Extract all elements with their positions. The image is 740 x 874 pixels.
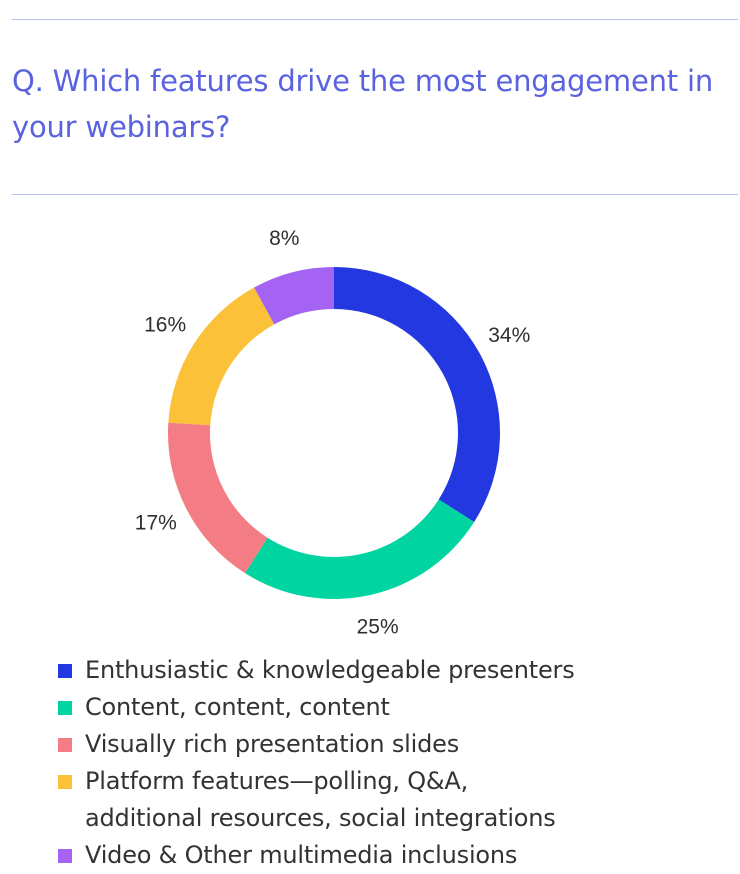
- legend-item-presenters: Enthusiastic & knowledgeable presenters: [58, 652, 718, 689]
- legend-label-presenters: Enthusiastic & knowledgeable presenters: [85, 656, 575, 684]
- title-divider: [12, 194, 738, 195]
- legend-label-platform: Platform features—polling, Q&A, addition…: [85, 767, 556, 832]
- legend-swatch-presenters: [58, 664, 72, 678]
- legend-swatch-video: [58, 849, 72, 863]
- slice-presenters: [334, 267, 500, 522]
- legend-swatch-slides: [58, 738, 72, 752]
- slice-label-platform: 16%: [144, 313, 186, 336]
- legend-label-video: Video & Other multimedia inclusions: [85, 841, 518, 869]
- legend-label-content: Content, content, content: [85, 693, 390, 721]
- legend-item-video: Video & Other multimedia inclusions: [58, 837, 718, 874]
- chart-legend: Enthusiastic & knowledgeable presenters …: [58, 652, 718, 874]
- slice-label-content: 25%: [357, 616, 399, 639]
- legend-item-content: Content, content, content: [58, 689, 718, 726]
- slice-label-video: 8%: [269, 227, 299, 250]
- donut-chart: 34% 25% 17% 16% 8%: [135, 227, 530, 639]
- legend-item-slides: Visually rich presentation slides: [58, 726, 718, 763]
- legend-swatch-platform: [58, 775, 72, 789]
- legend-swatch-content: [58, 701, 72, 715]
- slice-platform: [168, 287, 275, 426]
- slice-video: [254, 267, 334, 325]
- slice-label-presenters: 34%: [488, 324, 530, 347]
- legend-item-platform: Platform features—polling, Q&A, addition…: [58, 763, 718, 837]
- top-divider: [12, 19, 738, 20]
- legend-label-slides: Visually rich presentation slides: [85, 730, 460, 758]
- question-title: Q. Which features drive the most engagem…: [12, 64, 714, 144]
- slice-content: [245, 499, 475, 599]
- slice-label-slides: 17%: [135, 511, 177, 534]
- slice-slides: [167, 422, 268, 574]
